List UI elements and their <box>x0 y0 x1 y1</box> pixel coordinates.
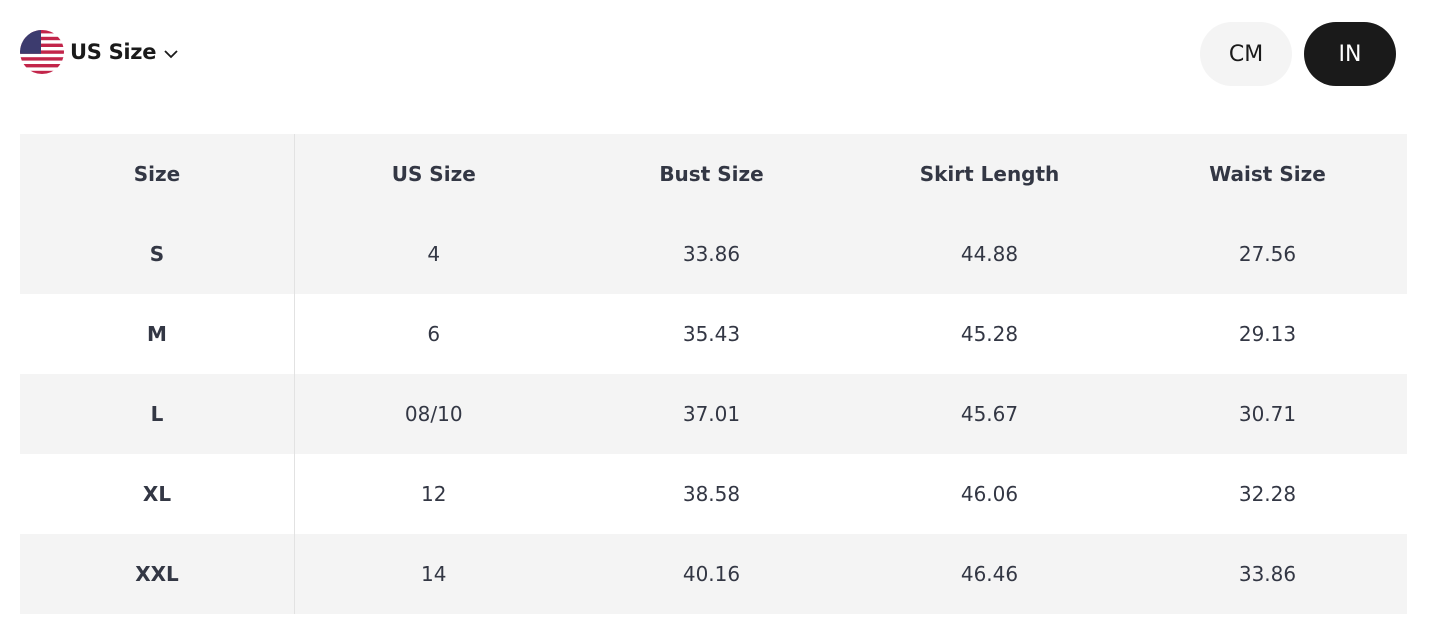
table-cell: XL <box>20 454 295 534</box>
region-size-dropdown[interactable]: US Size <box>20 30 178 74</box>
table-cell: XXL <box>20 534 295 614</box>
table-cell: 32.28 <box>1238 482 1297 506</box>
us-flag-icon <box>20 30 64 74</box>
table-row: L 08/10 37.01 45.67 30.71 <box>20 374 1407 454</box>
in-button[interactable]: IN <box>1304 22 1396 86</box>
table-cell: 6 <box>427 322 441 346</box>
cm-button[interactable]: CM <box>1200 22 1292 86</box>
table-cell: M <box>20 294 295 374</box>
table-cell: 12 <box>421 482 447 506</box>
table-cell: 44.88 <box>960 242 1019 266</box>
table-cell: 33.86 <box>1238 562 1297 586</box>
region-label: US Size <box>70 40 157 64</box>
table-cell: 33.86 <box>682 242 741 266</box>
table-cell: S <box>20 214 295 294</box>
table-cell: 45.28 <box>960 322 1019 346</box>
table-cell: 45.67 <box>960 402 1019 426</box>
column-header: Bust Size <box>659 162 764 186</box>
column-header: Waist Size <box>1209 162 1326 186</box>
table-cell: 14 <box>421 562 447 586</box>
size-chart-table: Size US Size Bust Size Skirt Length Waist Si… <box>20 134 1407 614</box>
unit-toggle: CM IN <box>1200 22 1396 86</box>
table-cell: 46.06 <box>960 482 1019 506</box>
table-row: XXL 14 40.16 46.46 33.86 <box>20 534 1407 614</box>
table-row: XL 12 38.58 46.06 32.28 <box>20 454 1407 534</box>
column-header: Skirt Length <box>919 162 1060 186</box>
table-header-row: Size US Size Bust Size Skirt Length Waist Si… <box>20 134 1407 214</box>
table-cell: 27.56 <box>1238 242 1297 266</box>
table-cell: 46.46 <box>960 562 1019 586</box>
table-cell: L <box>20 374 295 454</box>
table-row: S 4 33.86 44.88 27.56 <box>20 214 1407 294</box>
table-cell: 29.13 <box>1238 322 1297 346</box>
table-row: M 6 35.43 45.28 29.13 <box>20 294 1407 374</box>
table-cell: 08/10 <box>404 402 463 426</box>
column-header: Size <box>20 134 295 214</box>
table-cell: 30.71 <box>1238 402 1297 426</box>
table-cell: 35.43 <box>682 322 741 346</box>
table-cell: 4 <box>427 242 441 266</box>
column-header: US Size <box>391 162 476 186</box>
chevron-down-icon <box>164 44 178 63</box>
table-cell: 40.16 <box>682 562 741 586</box>
table-cell: 38.58 <box>682 482 741 506</box>
table-cell: 37.01 <box>682 402 741 426</box>
